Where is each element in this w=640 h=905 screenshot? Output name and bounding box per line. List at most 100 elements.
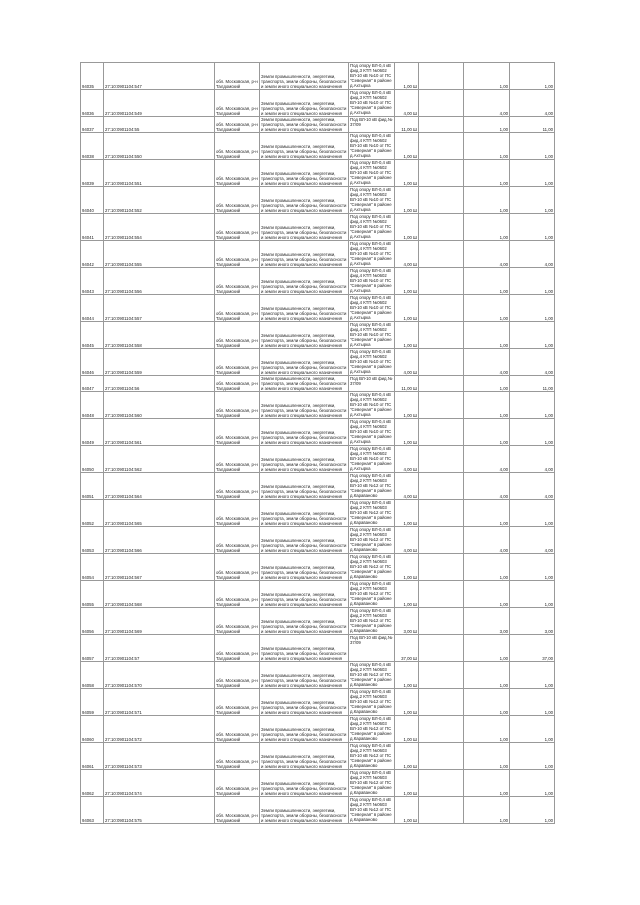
area: 4,00 Ш [394, 526, 419, 554]
empty-cell [418, 213, 464, 241]
plot-id: 94055 [80, 580, 104, 608]
land-category: Земли промышленности, энергетики, трансп… [259, 348, 349, 376]
empty-cell [418, 499, 464, 527]
empty-cell [418, 580, 464, 608]
value-2: 11,00 [509, 116, 555, 133]
table-row: 94048 27:10:0901104:560 обл. Московская, р… [80, 391, 555, 419]
plot-description: Под опору ВЛ-0,4 кВ фид.4 КТП №0602 ВЛ-1… [348, 418, 395, 446]
cadastral-number: 27:10:0901104:557 [103, 294, 215, 322]
empty-cell [418, 634, 464, 662]
plot-description: Под опору ВЛ-0,4 кВ фид.2 КТП №0603 ВЛ-1… [348, 769, 395, 797]
plot-id: 94050 [80, 445, 104, 473]
land-category: Земли промышленности, энергетики, трансп… [259, 186, 349, 214]
plot-description: Под опору ВЛ-0,4 кВ фид.4 КТП №0602 ВЛ-1… [348, 445, 395, 473]
address: обл. Московская, р-н Талдомский [214, 445, 260, 473]
plot-id: 94040 [80, 186, 104, 214]
empty-cell [418, 661, 464, 689]
area: 1,00 Ш [394, 159, 419, 187]
value-2: 4,00 [509, 240, 555, 268]
value-2: 1,00 [509, 62, 555, 90]
value-2: 37,00 [509, 634, 555, 662]
address: обл. Московская, р-н Талдомский [214, 294, 260, 322]
plot-id: 94044 [80, 294, 104, 322]
land-category: Земли промышленности, энергетики, трансп… [259, 321, 349, 349]
area: 1,00 Ш [394, 688, 419, 716]
plot-id: 94043 [80, 267, 104, 295]
address: обл. Московская, р-н Талдомский [214, 132, 260, 160]
empty-cell [418, 294, 464, 322]
plot-id: 94062 [80, 769, 104, 797]
area: 1,00 Ш [394, 294, 419, 322]
address: обл. Московская, р-н Талдомский [214, 607, 260, 635]
plot-id: 94048 [80, 391, 104, 419]
plot-id: 94049 [80, 418, 104, 446]
plot-description: Под опору ВЛ-0,4 кВ фид.4 КТП №0602 ВЛ-1… [348, 186, 395, 214]
empty-cell [418, 159, 464, 187]
value-1: 1,00 [463, 769, 510, 797]
value-2: 1,00 [509, 688, 555, 716]
plot-description: Под опору ВЛ-0,4 кВ фид.3 КТП №0602 ВЛ-1… [348, 89, 395, 117]
value-1: 4,00 [463, 526, 510, 554]
cadastral-number: 27:10:0901104:565 [103, 499, 215, 527]
cadastral-number: 27:10:0901104:573 [103, 742, 215, 770]
empty-cell [418, 375, 464, 392]
cadastral-number: 27:10:0901104:575 [103, 796, 215, 824]
cadastral-number: 27:10:0901104:569 [103, 607, 215, 635]
value-1: 4,00 [463, 472, 510, 500]
table-row: 94052 27:10:0901104:565 обл. Московская, р… [80, 499, 555, 527]
value-2: 1,00 [509, 294, 555, 322]
area: 1,00 Ш [394, 62, 419, 90]
address: обл. Московская, р-н Талдомский [214, 769, 260, 797]
value-2: 1,00 [509, 553, 555, 581]
area: 1,00 Ш [394, 213, 419, 241]
area: 1,00 Ш [394, 132, 419, 160]
address: обл. Московская, р-н Талдомский [214, 553, 260, 581]
empty-cell [418, 472, 464, 500]
land-category: Земли промышленности, энергетики, трансп… [259, 796, 349, 824]
table-row: 94053 27:10:0901104:566 обл. Московская, р… [80, 526, 555, 554]
value-2: 4,00 [509, 89, 555, 117]
area: 4,00 Ш [394, 348, 419, 376]
plot-description: Под опору ВЛ-0,4 кВ фид.4 КТП №0602 ВЛ-1… [348, 267, 395, 295]
land-category: Земли промышленности, энергетики, трансп… [259, 580, 349, 608]
address: обл. Московская, р-н Талдомский [214, 321, 260, 349]
area: 1,00 Ш [394, 186, 419, 214]
value-1: 1,00 [463, 321, 510, 349]
plot-description: Под опору ВЛ-0,4 кВ фид.2 КТП №0603 ВЛ-1… [348, 796, 395, 824]
value-1: 1,00 [463, 132, 510, 160]
plot-id: 94037 [80, 116, 104, 133]
table-row: 94045 27:10:0901104:558 обл. Московская, р… [80, 321, 555, 349]
value-1: 1,00 [463, 213, 510, 241]
area: 3,00 Ш [394, 607, 419, 635]
table-row: 94060 27:10:0901104:572 обл. Московская, р… [80, 715, 555, 743]
address: обл. Московская, р-н Талдомский [214, 159, 260, 187]
plot-description: Под опору ВЛ-0,4 кВ фид.4 КТП №0602 ВЛ-1… [348, 213, 395, 241]
address: обл. Московская, р-н Талдомский [214, 375, 260, 392]
value-2: 3,00 [509, 607, 555, 635]
area: 4,00 Ш [394, 472, 419, 500]
cadastral-number: 27:10:0901104:567 [103, 553, 215, 581]
address: обл. Московская, р-н Талдомский [214, 580, 260, 608]
area: 4,00 Ш [394, 445, 419, 473]
plot-id: 94036 [80, 89, 104, 117]
table-row: 94037 27:10:0901104:55 обл. Московская, р-… [80, 116, 555, 133]
table-row: 94040 27:10:0901104:552 обл. Московская, р… [80, 186, 555, 214]
plot-id: 94057 [80, 634, 104, 662]
value-1: 1,00 [463, 661, 510, 689]
address: обл. Московская, р-н Талдомский [214, 661, 260, 689]
plot-description: Под опору ВЛ-0,4 кВ фид.2 КТП №0603 ВЛ-1… [348, 472, 395, 500]
land-category: Земли промышленности, энергетики, трансп… [259, 116, 349, 133]
empty-cell [418, 769, 464, 797]
cadastral-number: 27:10:0901104:547 [103, 62, 215, 90]
cadastral-number: 27:10:0901104:571 [103, 688, 215, 716]
value-2: 11,00 [509, 375, 555, 392]
table-row: 94059 27:10:0901104:571 обл. Московская, р… [80, 688, 555, 716]
address: обл. Московская, р-н Талдомский [214, 418, 260, 446]
area: 11,00 Ш [394, 375, 419, 392]
address: обл. Московская, р-н Талдомский [214, 688, 260, 716]
area: 1,00 Ш [394, 418, 419, 446]
land-category: Земли промышленности, энергетики, трансп… [259, 213, 349, 241]
table-row: 94046 27:10:0901104:559 обл. Московская, р… [80, 348, 555, 376]
table-row: 94038 27:10:0901104:550 обл. Московская, р… [80, 132, 555, 160]
table-row: 94041 27:10:0901104:554 обл. Московская, р… [80, 213, 555, 241]
